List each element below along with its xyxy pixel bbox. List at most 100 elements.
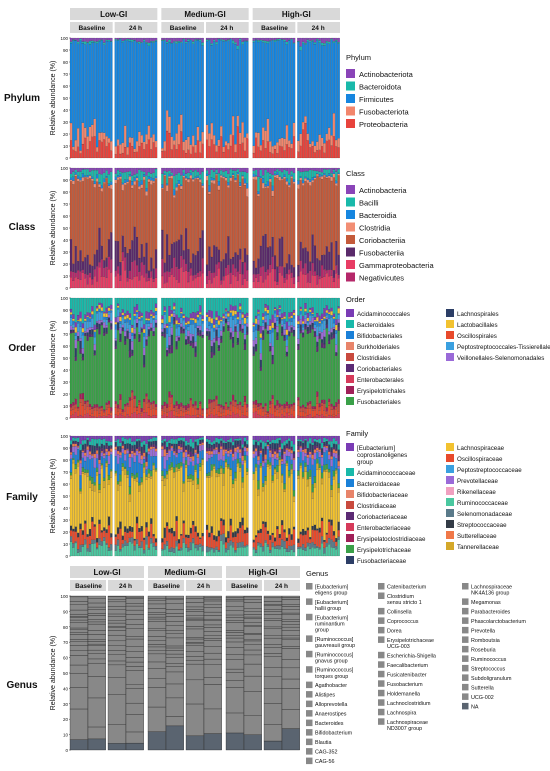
bar-segment [266,297,270,306]
bar-segment [126,542,129,546]
bar-segment [263,626,282,629]
bar-segment [337,313,340,315]
bar-segment [297,546,300,549]
bar-segment [332,547,336,557]
legend-label: Actinobacteria [359,186,407,195]
bar-segment [72,318,75,321]
bar-segment [205,180,209,265]
bar-segment [220,317,223,320]
bar-segment [246,544,249,547]
bar-segment [100,448,103,452]
bar-segment [87,662,106,677]
bar-segment [81,122,85,145]
bar-segment [288,407,291,414]
legend-label: Bacteroidaceae [357,481,401,488]
bar-segment [269,342,272,347]
bar-segment [69,308,73,313]
bar-segment [168,348,171,354]
bar-segment [332,470,336,477]
bar-segment [290,143,293,149]
bar-segment [257,37,260,41]
bar-segment [257,532,260,543]
bar-segment [177,413,181,417]
bar-segment [143,297,146,325]
bar-segment [222,468,225,474]
bar-segment [229,177,232,181]
bar-segment [263,676,282,689]
bar-segment [201,545,204,552]
bar-segment [77,323,80,332]
bar-segment [217,324,221,328]
y-axis-label: Relative abundance (%) [50,636,57,711]
bar-segment [133,452,136,456]
bar-segment [84,469,87,473]
bar-segment [184,139,188,154]
bar-segment [81,297,85,324]
bar-segment [311,182,314,235]
bar-segment [243,446,247,448]
bar-segment [222,280,225,289]
bar-segment [269,246,272,265]
bar-segment [313,170,317,177]
legend-label: Clostridium [387,594,414,600]
bar-segment [299,297,302,308]
timepoint-strip [114,22,158,33]
bar-segment [288,456,291,471]
bar-segment [288,167,291,175]
bar-segment [201,415,204,419]
bar-segment [98,435,101,439]
bar-segment [192,181,195,254]
bar-segment [150,329,153,331]
bar-segment [276,448,279,454]
bar-segment [225,659,244,670]
bar-segment [236,405,239,409]
bar-segment [285,407,289,414]
bar-segment [266,313,270,315]
bar-segment [116,527,120,534]
bar-segment [143,401,146,410]
bar-segment [241,414,244,419]
bar-segment [161,229,164,259]
bar-segment [69,641,88,646]
bar-segment [205,331,209,335]
bar-segment [311,313,314,316]
bar-segment [107,694,126,725]
bar-segment [239,297,242,304]
bar-segment [243,395,247,402]
bar-segment [147,547,151,550]
bar-segment [173,276,176,289]
bar-segment [147,402,151,408]
bar-segment [311,37,314,41]
bar-segment [297,399,300,406]
bar-segment [74,446,77,455]
bar-segment [222,39,225,42]
bar-segment [133,333,136,336]
bar-segment [140,547,143,557]
bar-segment [208,37,211,40]
bar-segment [138,257,141,272]
bar-segment [203,658,222,665]
bar-segment [220,404,223,408]
bar-segment [292,470,296,491]
bar-segment [313,406,317,409]
bar-segment [121,329,124,332]
bar-segment [332,326,336,330]
bar-segment [168,450,171,458]
bar-segment [147,612,166,615]
bar-segment [257,409,260,415]
bar-segment [246,316,249,318]
bar-segment [220,440,223,443]
bar-segment [269,167,272,174]
bar-segment [236,547,239,557]
bar-segment [264,454,267,460]
bar-segment [196,488,200,533]
bar-segment [114,348,117,402]
bar-segment [224,442,228,449]
bar-segment [81,42,85,123]
bar-segment [81,398,85,406]
bar-segment [131,240,134,262]
bar-segment [194,439,197,442]
bar-segment [208,435,211,440]
bar-segment [107,547,111,551]
bar-segment [135,324,139,328]
